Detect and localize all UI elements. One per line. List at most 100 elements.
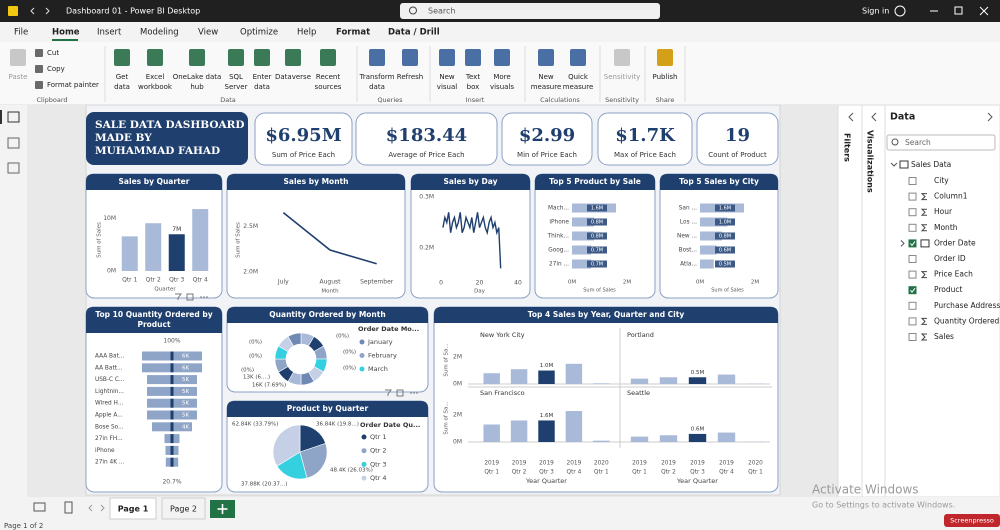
field-checkbox[interactable] (908, 192, 917, 201)
button-icon[interactable] (570, 49, 586, 66)
menu-tab[interactable]: Help (297, 28, 316, 38)
ribbon-button[interactable]: Excel (146, 73, 165, 81)
ribbon-button[interactable]: More (493, 73, 510, 81)
ribbon-button[interactable]: Format painter (47, 81, 99, 89)
ribbon-button[interactable]: Server (225, 83, 248, 91)
button-icon[interactable] (439, 49, 455, 66)
search-box[interactable] (400, 3, 660, 19)
field-name[interactable]: City (934, 176, 949, 185)
field-name[interactable]: Hour (934, 207, 953, 216)
button-icon[interactable] (254, 49, 270, 66)
ribbon-button[interactable]: visual (437, 83, 457, 91)
ribbon-button[interactable]: Get (116, 73, 129, 81)
menu-tab[interactable]: Data / Drill (388, 28, 440, 38)
page-tab[interactable] (109, 497, 157, 520)
button-icon[interactable] (10, 49, 26, 66)
ribbon-button[interactable]: Enter (253, 73, 272, 81)
more-options[interactable] (206, 296, 208, 298)
ribbon-button[interactable]: Copy (47, 65, 65, 73)
ribbon-button[interactable]: Sensitivity (604, 73, 640, 81)
ribbon-button[interactable]: hub (190, 83, 204, 91)
ribbon-button[interactable]: Transform (359, 73, 395, 81)
field-name[interactable]: Column1 (934, 192, 968, 201)
focus-icon[interactable] (186, 293, 194, 301)
more-options[interactable] (413, 392, 415, 394)
table-name[interactable]: Sales Data (911, 160, 951, 169)
filters-label[interactable]: Filters (843, 133, 852, 162)
field-search[interactable] (886, 134, 996, 151)
button-icon[interactable] (189, 49, 205, 66)
button-icon[interactable] (538, 49, 554, 66)
ribbon-button[interactable]: New (538, 73, 554, 81)
ribbon-button[interactable]: Text (465, 73, 480, 81)
ribbon-button[interactable]: SQL (229, 73, 243, 81)
button-icon[interactable] (228, 49, 244, 66)
button-icon[interactable] (147, 49, 163, 66)
menu-tab[interactable]: File (14, 28, 28, 38)
field-checkbox[interactable] (908, 208, 917, 217)
field-checkbox[interactable] (908, 223, 917, 232)
more-options[interactable] (203, 296, 205, 298)
button-icon[interactable] (465, 49, 481, 66)
field-checkbox[interactable] (908, 301, 917, 310)
ribbon-button[interactable]: New (439, 73, 455, 81)
field-checkbox[interactable] (908, 333, 917, 341)
ribbon-button[interactable]: data (254, 83, 270, 91)
view-icon[interactable] (7, 111, 20, 123)
menu-tab[interactable]: Optimize (240, 28, 278, 38)
ribbon-button[interactable]: Cut (47, 49, 59, 57)
ribbon-button[interactable]: Dataverse (275, 73, 311, 81)
view-icon[interactable] (7, 162, 20, 174)
ribbon-button[interactable]: data (114, 83, 130, 91)
field-name[interactable]: Month (934, 223, 958, 232)
field-checkbox[interactable] (908, 255, 917, 263)
field-name[interactable]: Product (934, 285, 963, 294)
menu-tab[interactable]: Modeling (140, 28, 179, 38)
button-icon[interactable] (657, 49, 673, 66)
button-icon[interactable] (369, 49, 385, 66)
field-checkbox[interactable] (908, 177, 917, 185)
desktop-view-icon[interactable] (33, 502, 46, 512)
button-icon[interactable] (494, 49, 510, 66)
button-icon[interactable] (114, 49, 130, 66)
ribbon-button[interactable]: Quick (568, 73, 589, 81)
ribbon-button[interactable]: Paste (9, 73, 28, 81)
ribbon-button[interactable]: measure (531, 83, 562, 91)
ribbon-button[interactable]: Refresh (397, 73, 423, 81)
mobile-view-icon[interactable] (64, 501, 73, 514)
button-icon[interactable] (320, 49, 336, 66)
field-checkbox[interactable] (908, 270, 917, 279)
field-name[interactable]: Sales (934, 332, 954, 341)
ribbon-button[interactable]: box (467, 83, 480, 91)
field-name[interactable]: Purchase Address (934, 301, 1000, 310)
field-name[interactable]: Quantity Ordered (934, 316, 1000, 325)
view-icon[interactable] (7, 137, 20, 149)
ribbon-button[interactable]: measure (563, 83, 594, 91)
field-name[interactable]: Order Date (934, 238, 976, 247)
button-icon[interactable] (285, 49, 301, 66)
field-checkbox[interactable] (908, 286, 917, 295)
field-name[interactable]: Order ID (934, 254, 966, 263)
ribbon-button[interactable]: Recent (316, 73, 340, 81)
ribbon-button[interactable]: OneLake data (173, 73, 222, 81)
more-options[interactable] (410, 392, 412, 394)
button-icon[interactable] (402, 49, 418, 66)
button-icon[interactable] (614, 49, 630, 66)
focus-icon[interactable] (396, 389, 404, 397)
field-name[interactable]: Price Each (934, 270, 973, 279)
field-checkbox[interactable] (908, 317, 917, 326)
ribbon-button[interactable]: sources (315, 83, 342, 91)
visualizations-label[interactable]: Visualizations (866, 130, 875, 193)
menu-tab[interactable]: View (198, 28, 218, 38)
menu-tab[interactable]: Format (336, 28, 370, 38)
menu-tab[interactable]: Home (52, 28, 80, 38)
menu-tab[interactable]: Insert (97, 28, 122, 38)
page-tab-label[interactable]: Page 2 (170, 505, 197, 514)
ribbon-button[interactable]: Publish (653, 73, 678, 81)
ribbon-button[interactable]: visuals (490, 83, 514, 91)
ribbon-button[interactable]: workbook (138, 83, 173, 91)
page-tab[interactable] (161, 497, 206, 520)
sign-in[interactable]: Sign in (862, 7, 889, 16)
page-tab-label[interactable]: Page 1 (118, 505, 149, 514)
ribbon-button[interactable]: data (369, 83, 385, 91)
